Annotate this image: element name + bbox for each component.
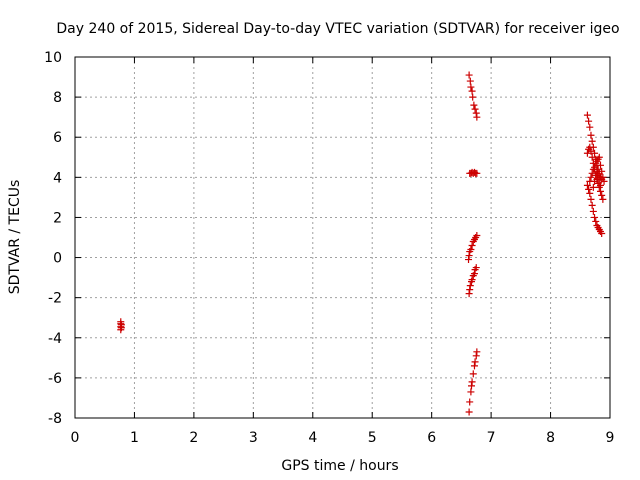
data-point <box>473 231 481 239</box>
x-tick-label: 1 <box>130 430 139 446</box>
data-point <box>589 183 597 191</box>
data-point <box>596 181 604 189</box>
data-point <box>591 177 599 185</box>
data-point <box>469 370 477 378</box>
y-tick-label: 6 <box>53 130 62 146</box>
data-point <box>583 149 591 157</box>
data-point <box>471 105 479 113</box>
data-point <box>592 217 600 225</box>
data-point <box>596 187 604 195</box>
y-tick-label: -4 <box>48 331 62 347</box>
data-point <box>583 111 591 119</box>
data-point <box>465 408 473 416</box>
data-point <box>586 143 594 151</box>
data-point <box>585 185 593 193</box>
data-point <box>595 175 603 183</box>
y-tick-label: 4 <box>53 170 62 186</box>
data-point <box>473 113 481 121</box>
data-point <box>600 177 608 185</box>
data-point <box>472 264 480 272</box>
y-tick-label: 0 <box>53 251 62 267</box>
data-point <box>588 201 596 209</box>
data-point <box>591 213 599 221</box>
data-point <box>583 181 591 189</box>
x-tick-label: 4 <box>308 430 317 446</box>
data-points <box>117 71 608 416</box>
x-tick-labels: 0 1 2 3 4 5 6 7 8 9 <box>71 430 615 446</box>
data-point <box>471 358 479 366</box>
y-tick-labels: -8 -6 -4 -2 0 2 4 6 8 10 <box>44 50 62 427</box>
x-tick-label: 0 <box>71 430 80 446</box>
data-point <box>585 117 593 125</box>
data-point <box>594 171 602 179</box>
data-point <box>466 398 474 406</box>
x-tick-label: 2 <box>189 430 198 446</box>
x-tick-label: 6 <box>427 430 436 446</box>
data-point <box>586 189 594 197</box>
data-point <box>599 173 607 181</box>
data-point <box>587 147 595 155</box>
data-point <box>467 83 475 91</box>
data-point <box>599 195 607 203</box>
data-point <box>591 163 599 171</box>
data-point <box>598 191 606 199</box>
data-point <box>473 169 481 177</box>
grid-layer <box>75 57 610 418</box>
data-point <box>470 101 478 109</box>
y-tick-label: 8 <box>53 90 62 106</box>
y-axis-label: SDTVAR / TECUs <box>7 180 23 295</box>
plot-frame <box>74 56 611 419</box>
data-point <box>591 149 599 157</box>
x-tick-label: 9 <box>606 430 615 446</box>
data-point <box>469 93 477 101</box>
y-tick-label: 10 <box>44 50 62 66</box>
data-point <box>595 153 603 161</box>
x-tick-label: 3 <box>249 430 258 446</box>
data-point <box>467 388 475 396</box>
data-point <box>587 173 595 181</box>
data-point <box>586 123 594 131</box>
data-point <box>466 77 474 85</box>
data-point <box>468 378 476 386</box>
data-point <box>587 195 595 203</box>
data-point <box>473 348 481 356</box>
data-point <box>117 324 125 332</box>
data-point <box>593 167 601 175</box>
data-point <box>596 161 604 169</box>
data-point <box>587 131 595 139</box>
data-point <box>468 242 476 250</box>
y-tick-label: -6 <box>48 371 62 387</box>
x-tick-label: 7 <box>487 430 496 446</box>
data-point <box>598 229 606 237</box>
chart-title: Day 240 of 2015, Sidereal Day-to-day VTE… <box>56 21 619 37</box>
data-point <box>466 282 474 290</box>
data-point <box>588 153 596 161</box>
y-tick-label: 2 <box>53 210 62 226</box>
axis-ticks <box>74 56 611 419</box>
data-point <box>468 276 476 284</box>
x-tick-label: 8 <box>546 430 555 446</box>
x-axis-label: GPS time / hours <box>281 458 398 474</box>
data-point <box>465 71 473 79</box>
y-tick-label: -8 <box>48 411 62 427</box>
data-point <box>588 137 596 145</box>
x-tick-label: 5 <box>368 430 377 446</box>
y-tick-label: -2 <box>48 291 62 307</box>
data-point <box>467 246 475 254</box>
data-point <box>468 87 476 95</box>
data-point <box>589 207 597 215</box>
data-point <box>588 169 596 177</box>
